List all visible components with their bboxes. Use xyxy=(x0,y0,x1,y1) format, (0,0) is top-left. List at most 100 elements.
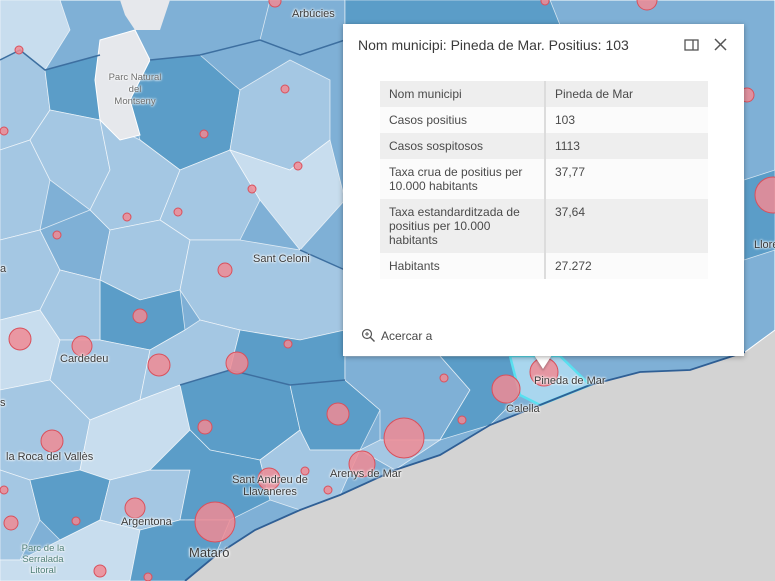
attribute-label: Taxa estandarditzada de positius per 10.… xyxy=(380,199,546,253)
attribute-value: 37,64 xyxy=(545,199,708,253)
case-marker[interactable] xyxy=(293,161,303,171)
case-marker[interactable] xyxy=(147,353,171,377)
place-label-argentona: Argentona xyxy=(121,516,172,528)
attribute-value: 27.272 xyxy=(545,253,708,279)
case-marker[interactable] xyxy=(14,45,24,55)
park-label-line: Parc Natural xyxy=(108,72,162,83)
attribute-value: 103 xyxy=(545,107,708,133)
place-label-arbucies: Arbúcies xyxy=(292,8,335,20)
comarca-boundary xyxy=(149,39,346,61)
case-marker[interactable] xyxy=(71,335,93,357)
case-marker[interactable] xyxy=(8,327,32,351)
case-marker[interactable] xyxy=(225,351,249,375)
municipality-polygon[interactable] xyxy=(0,469,41,561)
popup-title: Nom municipi: Pineda de Mar. Positius: 1… xyxy=(358,37,629,53)
case-marker[interactable] xyxy=(194,501,236,543)
case-marker[interactable] xyxy=(71,516,81,526)
park-label-line: Litoral xyxy=(30,565,56,576)
case-marker[interactable] xyxy=(323,485,333,495)
place-label-la-roca: la Roca del Vallès xyxy=(6,451,94,463)
zoom-in-icon xyxy=(361,328,375,342)
case-marker[interactable] xyxy=(199,129,209,139)
comarca-boundary xyxy=(179,369,346,386)
label-line: Sant Andreu de xyxy=(232,474,308,486)
place-label-parc-montseny: Parc Natural del Montseny xyxy=(100,72,170,108)
case-marker[interactable] xyxy=(132,308,148,324)
municipality-polygon[interactable] xyxy=(259,429,361,511)
municipality-polygon[interactable] xyxy=(39,269,101,341)
attribute-label: Casos sospitosos xyxy=(380,133,546,159)
case-marker[interactable] xyxy=(122,212,132,222)
attribute-row: Habitants 27.272 xyxy=(380,253,708,279)
case-marker[interactable] xyxy=(143,572,153,581)
attribute-row: Casos sospitosos 1113 xyxy=(380,133,708,159)
case-marker[interactable] xyxy=(754,176,775,214)
close-popup-button[interactable] xyxy=(711,35,731,55)
natural-park-area xyxy=(94,29,151,141)
attribute-label: Habitants xyxy=(380,253,546,279)
case-marker[interactable] xyxy=(197,419,213,435)
attribute-label: Casos positius xyxy=(380,107,546,133)
place-label-cardedeu: Cardedeu xyxy=(60,353,109,365)
attribute-row: Nom municipi Pineda de Mar xyxy=(380,81,708,107)
case-marker[interactable] xyxy=(93,564,107,578)
place-label-calella: Calella xyxy=(506,403,540,415)
case-marker[interactable] xyxy=(383,417,425,459)
attribute-value: 1113 xyxy=(545,133,708,159)
case-marker[interactable] xyxy=(247,184,257,194)
place-label-sant-celoni: Sant Celoni xyxy=(253,253,310,265)
case-marker[interactable] xyxy=(283,339,293,349)
case-marker[interactable] xyxy=(280,84,290,94)
attribute-label: Nom municipi xyxy=(380,81,546,107)
case-marker[interactable] xyxy=(3,515,19,531)
case-marker[interactable] xyxy=(540,0,550,6)
dock-icon xyxy=(684,39,699,51)
attribute-row: Casos positius 103 xyxy=(380,107,708,133)
municipality-polygon[interactable] xyxy=(0,139,51,241)
case-marker[interactable] xyxy=(52,230,62,240)
zoom-to-button[interactable]: Acercar a xyxy=(361,328,432,343)
place-label-partial: s xyxy=(0,397,6,409)
natural-park-area xyxy=(120,0,170,30)
attribute-label: Taxa crua de positius per 10.000 habitan… xyxy=(380,159,546,199)
case-marker[interactable] xyxy=(173,207,183,217)
case-marker[interactable] xyxy=(257,467,281,491)
case-marker[interactable] xyxy=(457,415,467,425)
case-marker[interactable] xyxy=(0,126,9,136)
close-icon xyxy=(714,38,727,51)
case-marker[interactable] xyxy=(0,485,9,495)
place-label-pineda: Pineda de Mar xyxy=(534,375,606,387)
place-label-arenys: Arenys de Mar xyxy=(330,468,402,480)
attribute-value: Pineda de Mar xyxy=(545,81,708,107)
place-label-mataro: Mataró xyxy=(189,545,230,560)
case-marker[interactable] xyxy=(300,466,310,476)
case-marker[interactable] xyxy=(326,402,350,426)
feature-popup: Nom municipi: Pineda de Mar. Positius: 1… xyxy=(343,24,744,356)
case-marker[interactable] xyxy=(217,262,233,278)
label-line: Llavaneres xyxy=(243,486,297,498)
park-label-line: Serralada xyxy=(22,554,64,565)
park-label-line: Montseny xyxy=(114,96,156,107)
case-marker[interactable] xyxy=(124,497,146,519)
case-marker[interactable] xyxy=(348,450,376,478)
park-label-line: del xyxy=(128,84,142,95)
comarca-boundary xyxy=(0,49,101,71)
popup-pointer xyxy=(534,355,552,369)
coastline xyxy=(184,351,746,581)
attribute-row: Taxa crua de positius per 10.000 habitan… xyxy=(380,159,708,199)
zoom-to-label: Acercar a xyxy=(381,328,433,343)
case-marker[interactable] xyxy=(439,373,449,383)
place-label-parc-serralada: Parc de la Serralada Litoral xyxy=(15,543,71,576)
municipality-polygon[interactable] xyxy=(344,0,561,26)
park-label-line: Parc de la xyxy=(21,543,65,554)
place-label-sant-andreu: Sant Andreu de Llavaneres xyxy=(229,474,311,498)
attribute-row: Taxa estandarditzada de positius per 10.… xyxy=(380,199,708,253)
case-marker[interactable] xyxy=(40,429,64,453)
attribute-table: Nom municipi Pineda de Mar Casos positiu… xyxy=(380,81,708,279)
case-marker[interactable] xyxy=(268,0,282,8)
dock-popup-button[interactable] xyxy=(682,35,702,55)
case-marker[interactable] xyxy=(636,0,658,11)
comarca-boundary xyxy=(299,249,346,271)
case-marker[interactable] xyxy=(491,374,521,404)
place-label-partial: a xyxy=(0,263,7,275)
